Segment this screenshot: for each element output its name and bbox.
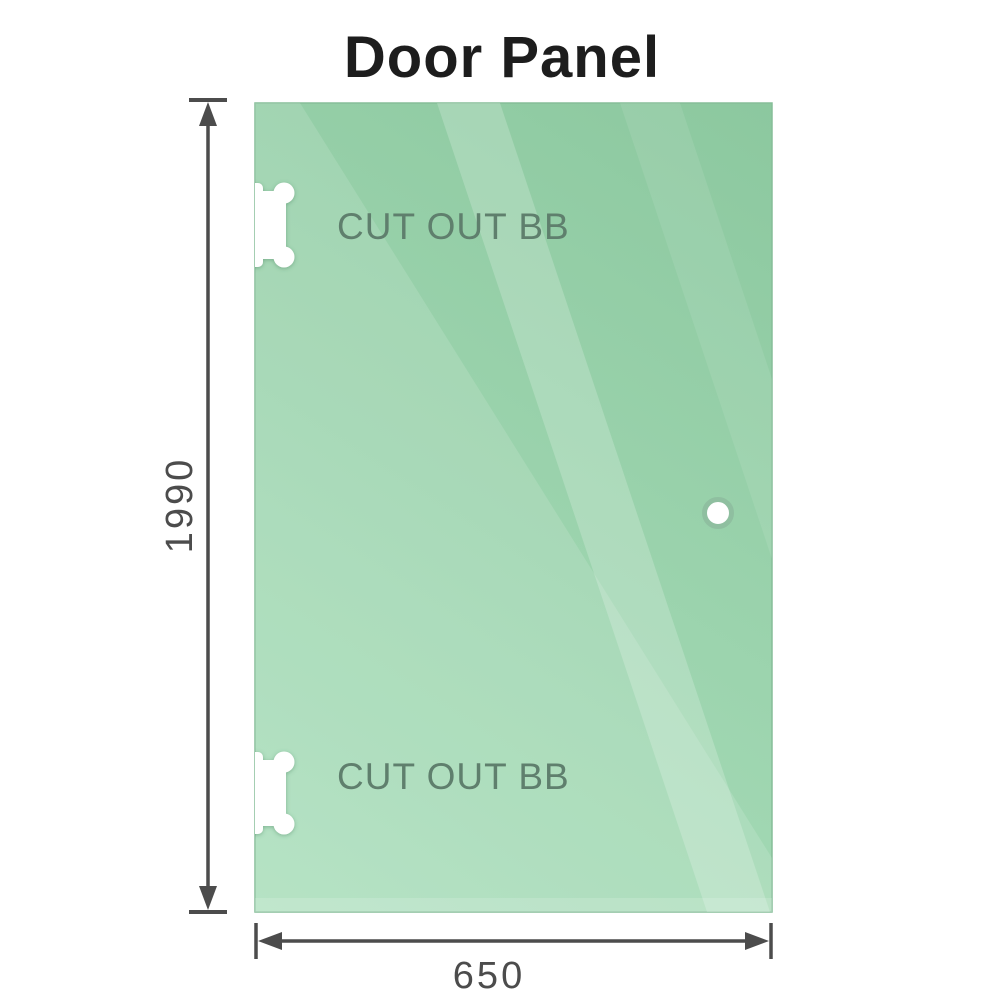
height-dimension: 1990 bbox=[159, 98, 227, 914]
cutout-label-top: CUT OUT BB bbox=[337, 206, 570, 247]
arrow-left-icon bbox=[258, 932, 282, 950]
width-dimension: 650 bbox=[254, 923, 773, 997]
arrow-right-icon bbox=[745, 932, 769, 950]
glare-wedge-left bbox=[255, 103, 772, 912]
height-dimension-label: 1990 bbox=[159, 457, 201, 554]
glass-panel: CUT OUT BB CUT OUT BB bbox=[254, 102, 773, 913]
page-title: Door Panel bbox=[344, 25, 660, 90]
glare-band-center bbox=[437, 103, 770, 912]
hinge-cutout-top bbox=[255, 182, 295, 268]
cutout-label-bottom: CUT OUT BB bbox=[337, 756, 570, 797]
hinge-cutout-bottom bbox=[255, 751, 295, 835]
glare-bottom-strip bbox=[255, 898, 772, 912]
arrow-down-icon bbox=[199, 886, 217, 910]
glass-panel-body bbox=[254, 102, 773, 913]
arrow-up-icon bbox=[199, 102, 217, 126]
glass-glare bbox=[255, 103, 772, 912]
handle-hole bbox=[702, 497, 734, 529]
glare-band-right bbox=[620, 103, 772, 559]
width-dimension-label: 650 bbox=[453, 955, 525, 997]
